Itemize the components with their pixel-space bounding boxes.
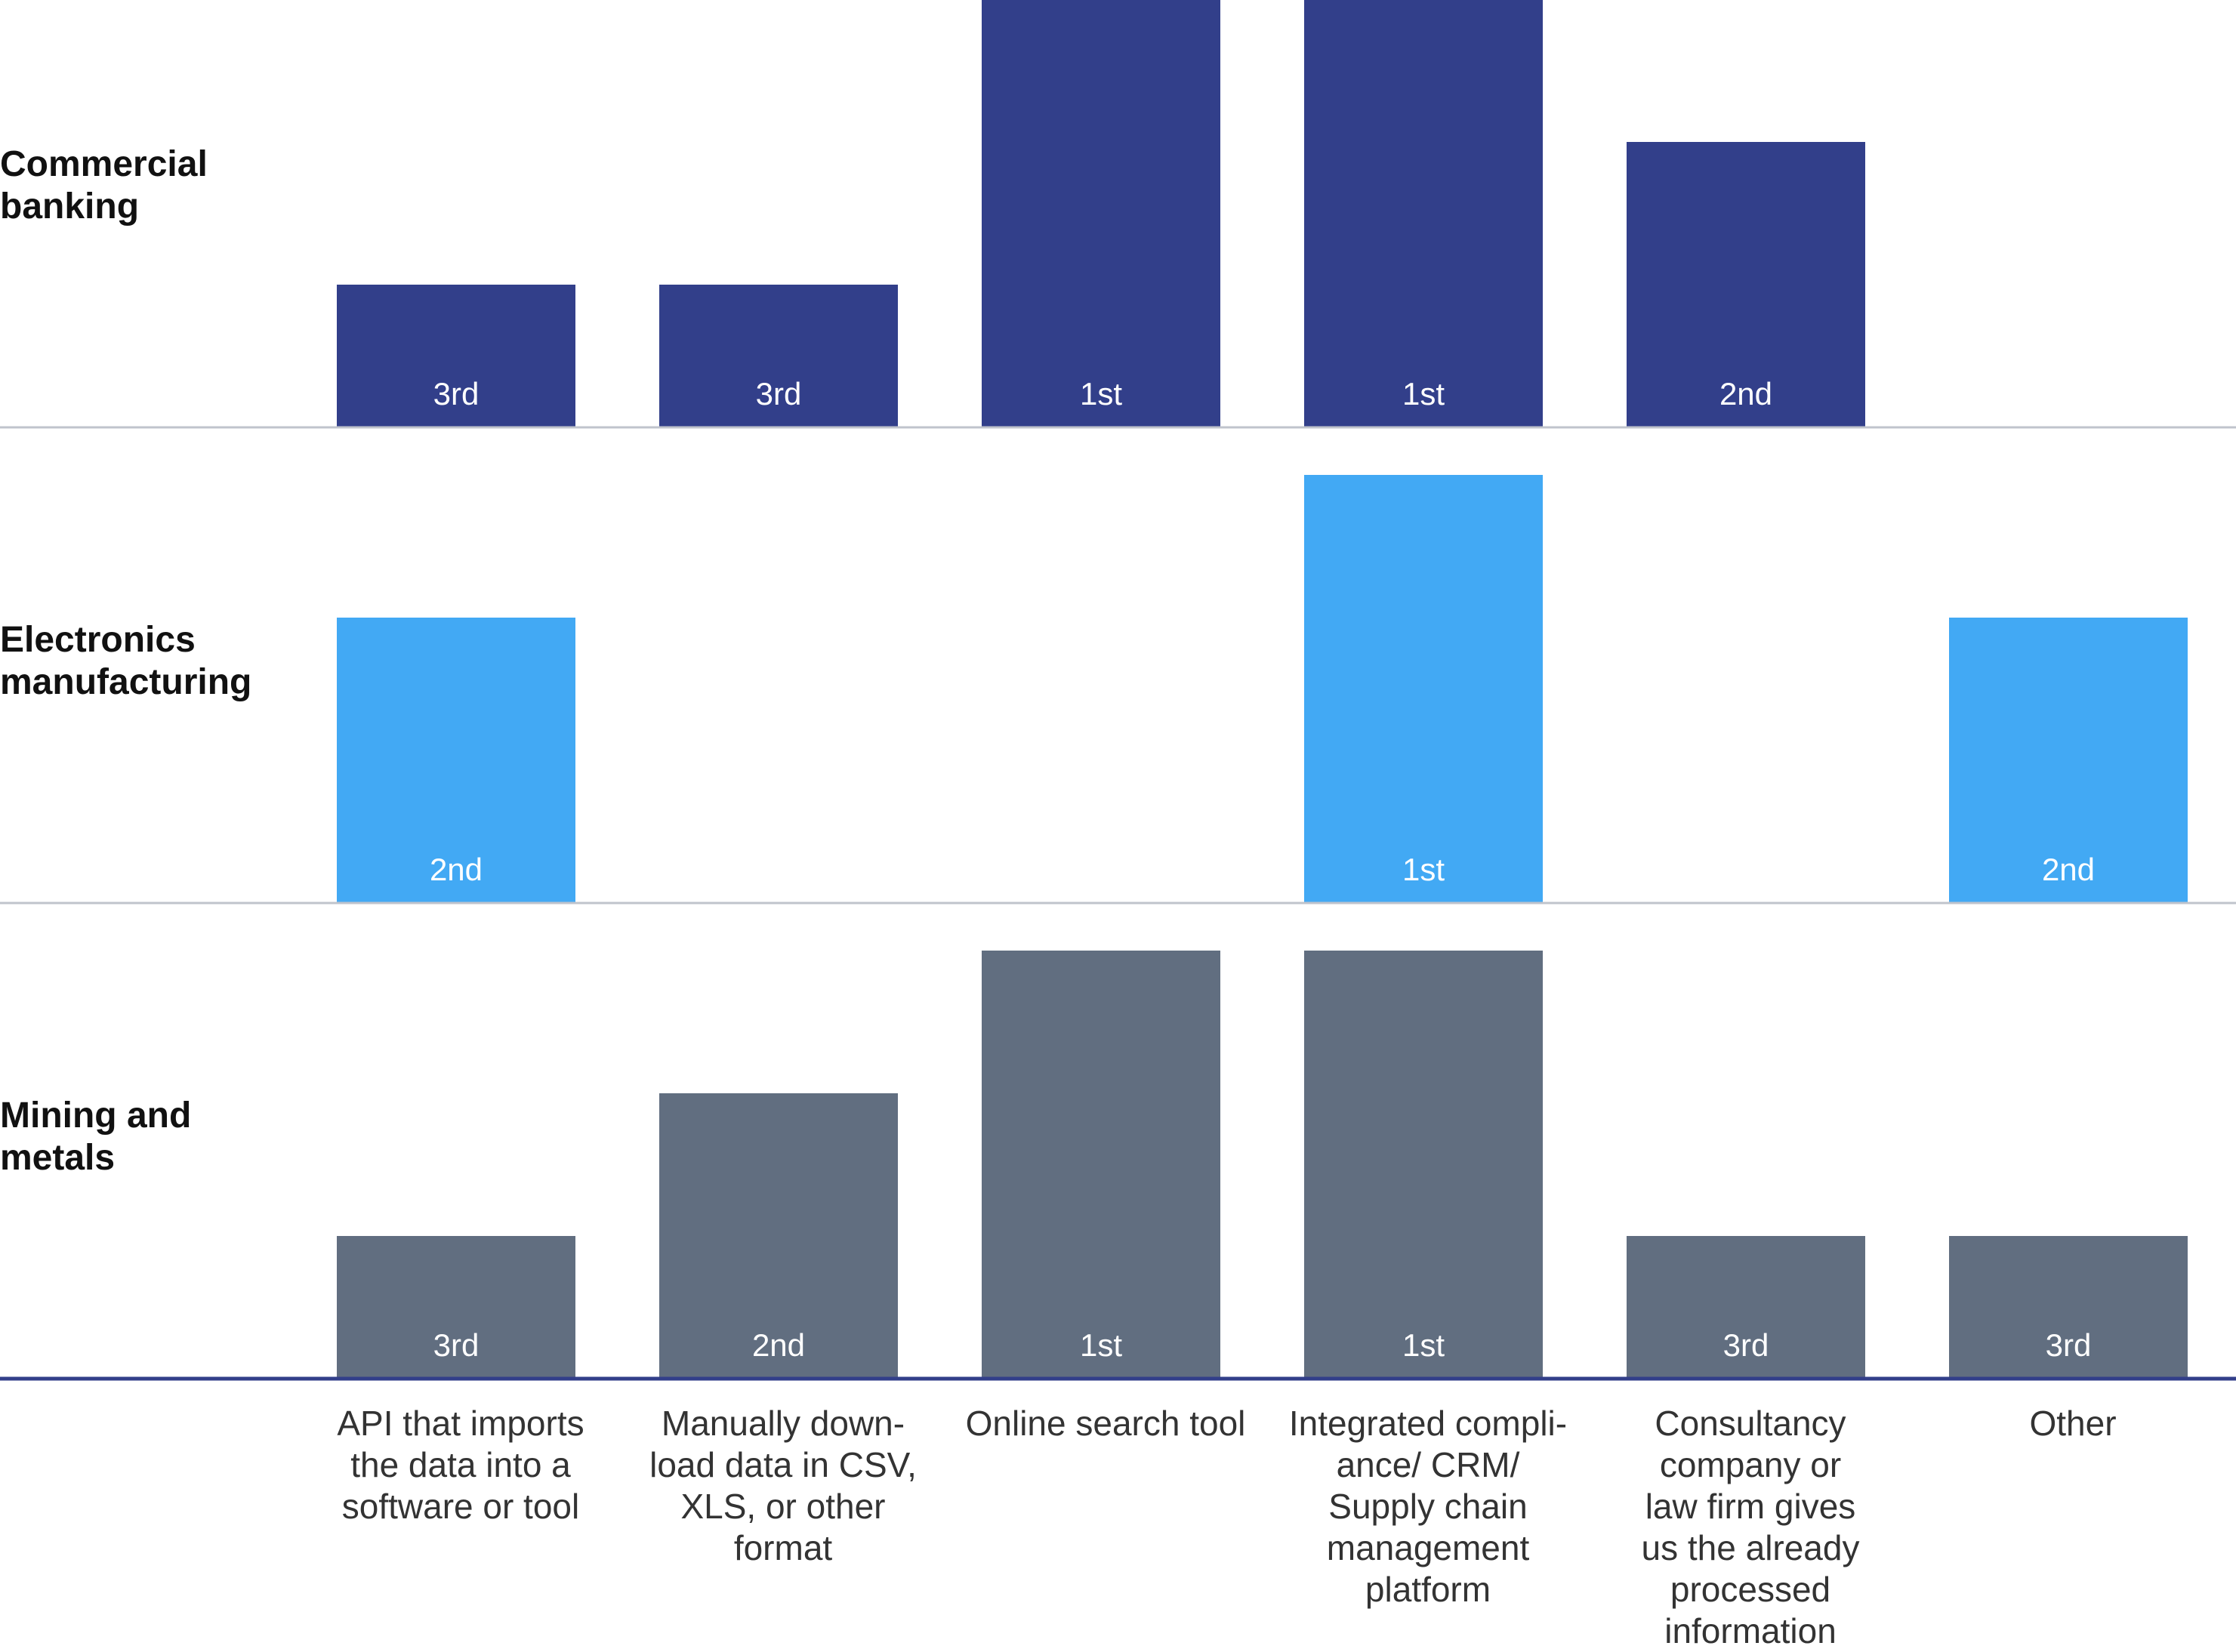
bar-label-commercial-banking-5: 2nd	[1719, 376, 1772, 411]
bar-commercial-banking-4	[1304, 0, 1543, 427]
bar-label-electronics-manufacturing-4: 1st	[1402, 852, 1445, 887]
bar-mining-and-metals-1	[337, 1236, 575, 1379]
bar-mining-and-metals-4	[1304, 951, 1543, 1379]
row-label-electronics-manufacturing: Electronics manufacturing	[0, 620, 252, 702]
bar-label-electronics-manufacturing-6: 2nd	[2042, 852, 2095, 887]
category-label-5: Consultancy company or law firm gives us…	[1641, 1404, 1860, 1650]
bar-commercial-banking-2	[659, 285, 898, 427]
bar-commercial-banking-1	[337, 285, 575, 427]
bar-electronics-manufacturing-1	[337, 618, 575, 903]
bar-label-mining-and-metals-2: 2nd	[752, 1327, 805, 1363]
category-label-4: Integrated compli- ance/ CRM/ Supply cha…	[1288, 1404, 1568, 1609]
category-label-6: Other	[2029, 1404, 2117, 1443]
category-label-2: Manually down- load data in CSV, XLS, or…	[649, 1404, 917, 1567]
bar-mining-and-metals-5	[1627, 1236, 1865, 1379]
bar-label-mining-and-metals-5: 3rd	[1723, 1327, 1769, 1363]
bar-electronics-manufacturing-6	[1949, 618, 2188, 903]
bar-label-mining-and-metals-4: 1st	[1402, 1327, 1445, 1363]
bar-label-mining-and-metals-3: 1st	[1080, 1327, 1122, 1363]
bar-label-mining-and-metals-1: 3rd	[433, 1327, 480, 1363]
bar-label-commercial-banking-2: 3rd	[756, 376, 802, 411]
bar-mining-and-metals-6	[1949, 1236, 2188, 1379]
bar-label-electronics-manufacturing-1: 2nd	[430, 852, 483, 887]
bar-label-commercial-banking-4: 1st	[1402, 376, 1445, 411]
bar-electronics-manufacturing-4	[1304, 475, 1543, 903]
bar-label-commercial-banking-1: 3rd	[433, 376, 480, 411]
bar-mining-and-metals-2	[659, 1093, 898, 1379]
bar-commercial-banking-5	[1627, 142, 1865, 427]
category-label-3: Online search tool	[965, 1404, 1246, 1443]
row-label-commercial-banking: Commercial banking	[0, 144, 208, 227]
category-label-1: API that imports the data into a softwar…	[337, 1404, 584, 1526]
bar-commercial-banking-3	[982, 0, 1220, 427]
bar-label-mining-and-metals-6: 3rd	[2046, 1327, 2092, 1363]
bar-mining-and-metals-3	[982, 951, 1220, 1379]
bar-label-commercial-banking-3: 1st	[1080, 376, 1122, 411]
row-label-mining-and-metals: Mining and metals	[0, 1096, 192, 1178]
